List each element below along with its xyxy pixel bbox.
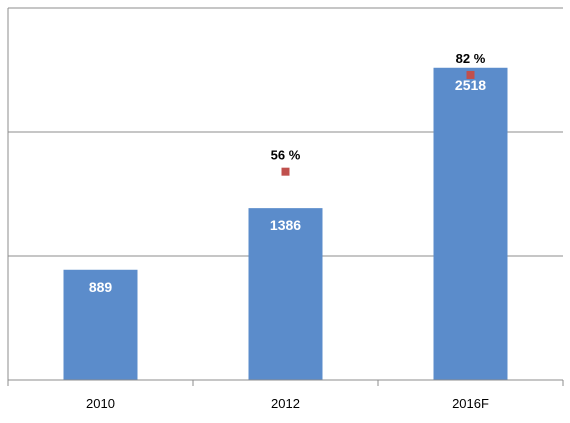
bar [433, 67, 508, 380]
x-tick-label: 2016F [452, 396, 489, 411]
bar-value-label: 889 [89, 279, 113, 295]
bars [63, 67, 508, 380]
percent-marker [281, 167, 290, 176]
bar-value-label: 2518 [455, 77, 486, 93]
axes: 2010 2012 2016F [7, 8, 564, 411]
percent-marker [466, 70, 475, 79]
percent-label: 82 % [456, 51, 486, 66]
bar [63, 269, 138, 380]
data-labels: 889 1386 2518 [89, 77, 486, 295]
x-tick-label: 2012 [271, 396, 300, 411]
bar-value-label: 1386 [270, 217, 301, 233]
percent-label: 56 % [271, 148, 301, 163]
bar [248, 208, 323, 380]
x-tick-label: 2010 [86, 396, 115, 411]
percent-markers: 56 % 82 % [271, 51, 486, 176]
